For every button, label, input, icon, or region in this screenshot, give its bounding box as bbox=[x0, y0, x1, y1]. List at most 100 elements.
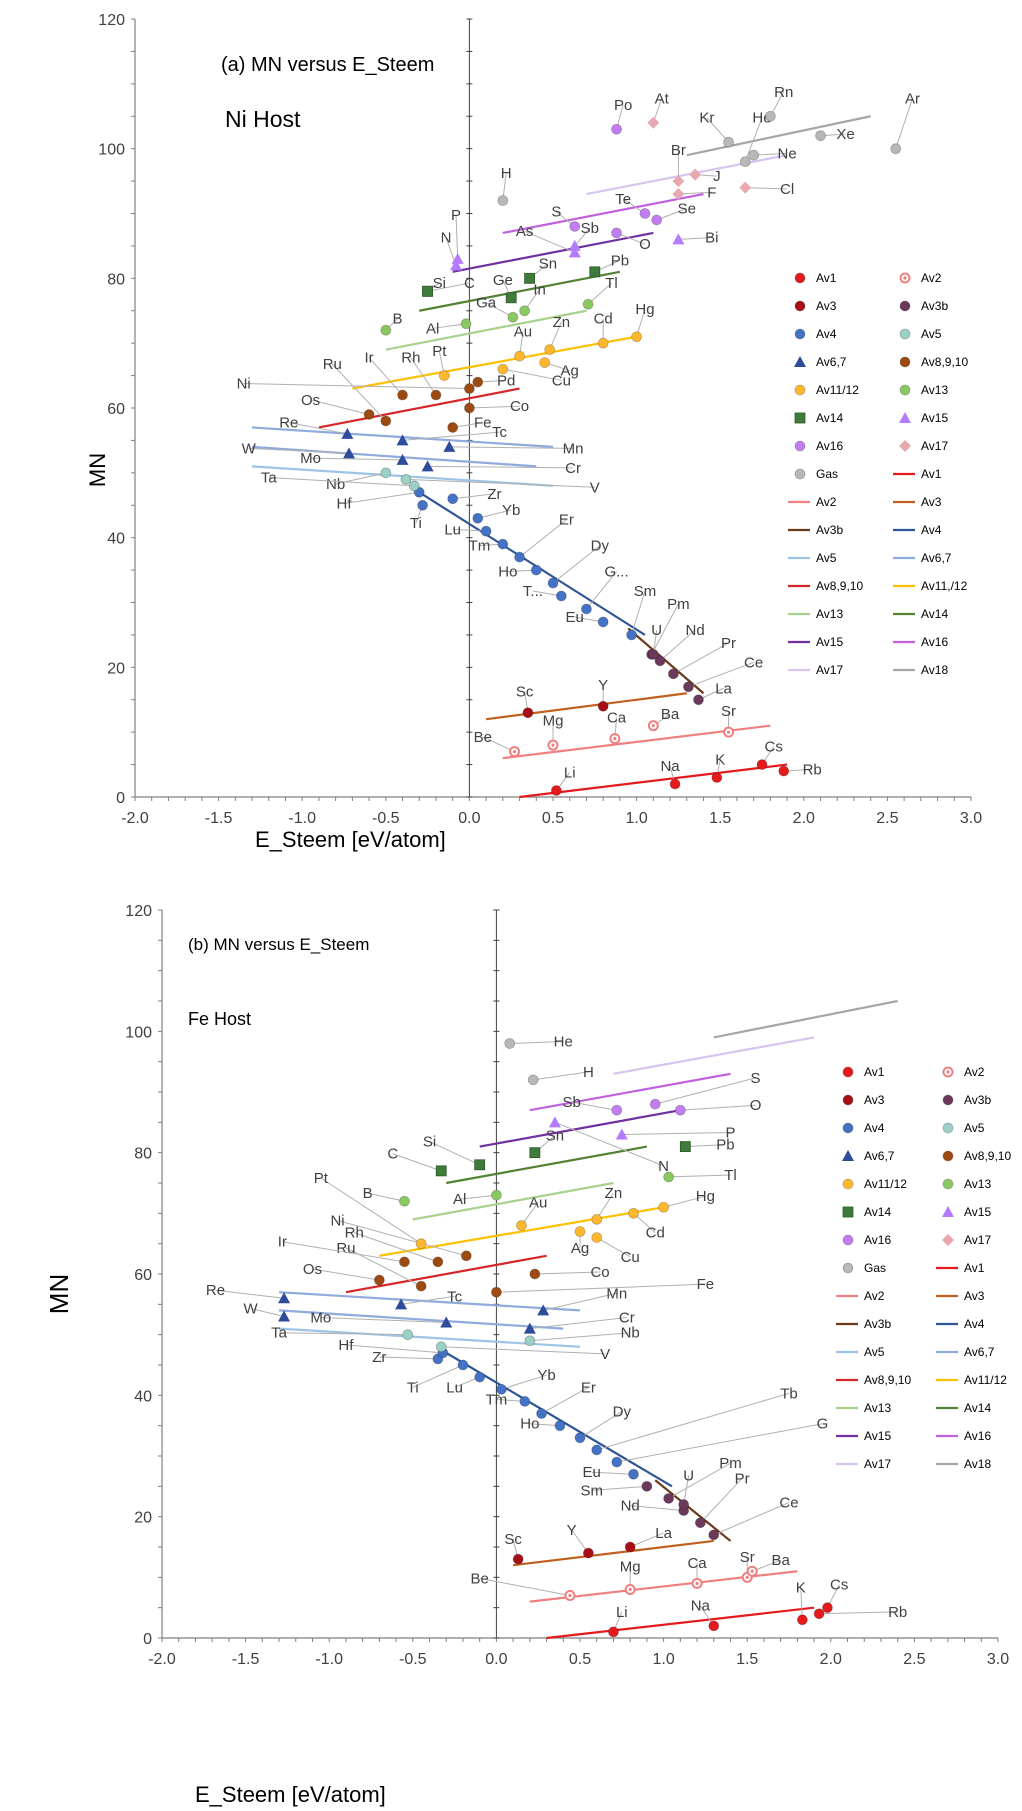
point-u bbox=[647, 648, 659, 660]
element-label: Eu bbox=[583, 1464, 601, 1481]
point-au bbox=[514, 350, 525, 362]
legend-item: Av15 bbox=[836, 1429, 891, 1443]
point-nb bbox=[380, 467, 392, 479]
legend-marker bbox=[842, 1066, 854, 1078]
label-leader bbox=[331, 363, 387, 422]
element-label: Dy bbox=[591, 538, 610, 555]
label-leader bbox=[706, 117, 729, 143]
label-leader bbox=[629, 1532, 664, 1548]
point-f bbox=[672, 188, 685, 201]
legend-item: Av3 bbox=[936, 1289, 985, 1303]
legend-item: Av1 bbox=[936, 1261, 985, 1275]
element-label: Sb bbox=[562, 1094, 580, 1111]
trend-line-av16 bbox=[502, 192, 704, 235]
element-label: J bbox=[713, 168, 721, 185]
point-kr bbox=[723, 136, 734, 148]
label-leader bbox=[616, 232, 646, 245]
element-label: Sm bbox=[634, 583, 657, 600]
axes: 0 20 40 60 80 100 120 -2.0 -1.5 -1.0 -0.5 0.0 0.5 1.0… bbox=[125, 903, 1009, 1668]
point-tm bbox=[497, 538, 509, 550]
y-axis-title: MN bbox=[44, 1274, 74, 1314]
legend-marker bbox=[942, 1094, 954, 1106]
label-leader bbox=[549, 321, 562, 350]
trend-line-av1112 bbox=[352, 335, 637, 390]
element-label: Sc bbox=[504, 1531, 522, 1548]
point-fe bbox=[447, 422, 459, 433]
legend-label: Av4 bbox=[816, 327, 837, 341]
point-ga bbox=[507, 311, 519, 323]
legend-label: Av4 bbox=[921, 523, 942, 537]
label-leader bbox=[459, 1194, 497, 1200]
point-pt bbox=[438, 370, 450, 381]
legend-item: Av1 bbox=[842, 1065, 885, 1079]
x-tick-label: 2.5 bbox=[876, 810, 898, 827]
element-label: Sc bbox=[516, 684, 534, 701]
legend-marker bbox=[794, 440, 806, 452]
label-leader bbox=[429, 1141, 480, 1166]
legend-label: Av1 bbox=[921, 467, 942, 481]
legend-label: Av15 bbox=[864, 1429, 891, 1443]
point-dy bbox=[547, 577, 559, 589]
point-c bbox=[435, 1165, 447, 1177]
point-pt bbox=[415, 1238, 427, 1250]
element-label: Dy bbox=[613, 1404, 632, 1421]
element-label: S bbox=[751, 1070, 761, 1087]
point-g bbox=[581, 603, 592, 615]
element-label: Co bbox=[590, 1264, 609, 1281]
label-leader bbox=[509, 1041, 564, 1044]
element-label: Zr bbox=[372, 1349, 386, 1366]
point-cs bbox=[756, 759, 768, 770]
y-tick-label: 100 bbox=[125, 1024, 152, 1041]
legend-label: Av4 bbox=[964, 1317, 985, 1331]
point-ag bbox=[539, 357, 551, 369]
legend-item: Gas bbox=[794, 467, 838, 481]
x-tick-label: -1.5 bbox=[205, 810, 233, 827]
label-leader bbox=[479, 1577, 571, 1597]
element-label: Kr bbox=[699, 110, 714, 127]
label-leader bbox=[345, 1344, 443, 1354]
point-pb bbox=[589, 266, 601, 278]
trend-line-av16 bbox=[529, 1072, 731, 1112]
label-leader bbox=[529, 1423, 560, 1427]
element-label: Xe bbox=[836, 126, 854, 143]
trend-lines bbox=[251, 115, 871, 799]
legend-marker bbox=[899, 300, 911, 312]
legend-item: Av4 bbox=[893, 523, 942, 537]
label-leader bbox=[368, 357, 403, 396]
label-leader bbox=[310, 399, 370, 415]
point-j bbox=[689, 168, 702, 181]
trend-line-av3 bbox=[485, 692, 687, 721]
label-leader bbox=[591, 1485, 647, 1491]
y-tick-label: 100 bbox=[98, 142, 125, 159]
point-na bbox=[669, 778, 681, 790]
element-label: Sr bbox=[721, 703, 736, 720]
legend-item: Av6,7 bbox=[794, 355, 847, 369]
trend-line-av15 bbox=[479, 1109, 681, 1148]
label-leader bbox=[688, 661, 754, 688]
label-leader bbox=[533, 1071, 589, 1081]
y-tick-label: 120 bbox=[98, 12, 125, 29]
element-label: Cd bbox=[646, 1225, 665, 1242]
legend-label: Gas bbox=[864, 1261, 886, 1275]
element-label: Pr bbox=[721, 635, 736, 652]
point-tb bbox=[591, 1444, 603, 1456]
legend-item: Av2 bbox=[899, 271, 942, 285]
legend-item: Av11/12 bbox=[794, 383, 859, 397]
element-label: Cr bbox=[619, 1310, 635, 1327]
chart-title: (b) MN versus E_Steem bbox=[188, 935, 369, 954]
element-label: Cd bbox=[594, 311, 613, 328]
x-tick-label: 2.5 bbox=[903, 1651, 925, 1668]
point-ir bbox=[397, 389, 408, 401]
legend-item: Av16 bbox=[893, 635, 948, 649]
legend-marker bbox=[842, 1178, 854, 1190]
label-leader bbox=[477, 509, 512, 519]
trend-line-av8910 bbox=[345, 1254, 547, 1294]
element-label: Re bbox=[206, 1282, 225, 1299]
legend-item: Av17 bbox=[836, 1457, 891, 1471]
point-te bbox=[639, 208, 651, 219]
label-leader bbox=[529, 1332, 631, 1342]
point-sb bbox=[568, 239, 581, 251]
legend-marker bbox=[794, 300, 806, 312]
legend-marker bbox=[899, 412, 911, 423]
point-co bbox=[529, 1268, 541, 1280]
